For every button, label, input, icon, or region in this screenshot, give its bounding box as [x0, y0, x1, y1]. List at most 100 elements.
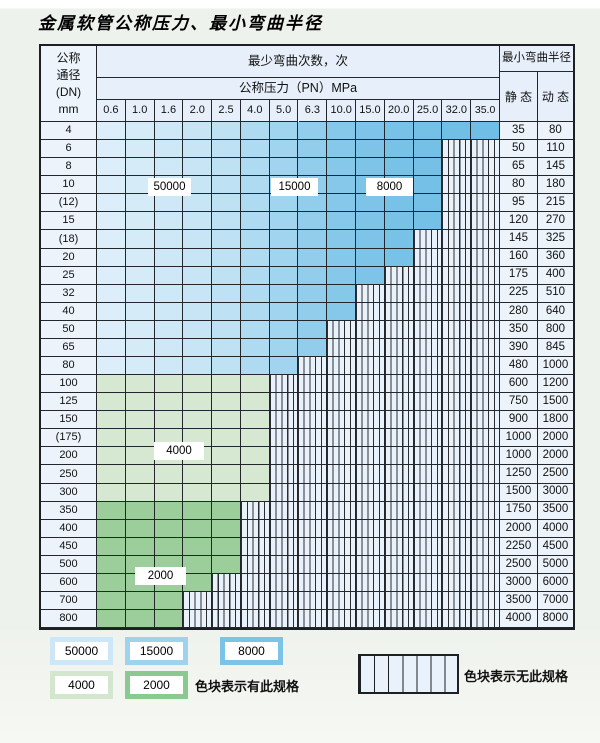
dynamic-radius-cell: 110 — [537, 140, 573, 159]
spec-cell — [356, 122, 385, 141]
no-spec-cell — [298, 375, 328, 394]
pressure-col-header: 2.5 — [212, 100, 241, 122]
spec-cell — [154, 592, 184, 611]
spec-cell — [413, 122, 443, 141]
dynamic-radius-cell: 2000 — [537, 429, 573, 448]
spec-cell — [212, 338, 241, 358]
dynamic-radius-cell: 5000 — [537, 555, 573, 574]
no-spec-cell — [356, 338, 385, 358]
spec-cell — [154, 483, 184, 502]
pressure-col-header: 2.0 — [183, 100, 213, 122]
pressure-col-header: 1.0 — [125, 100, 155, 122]
dynamic-radius-cell: 4500 — [537, 537, 573, 556]
spec-cell — [212, 176, 241, 195]
spec-cell — [97, 320, 126, 339]
dynamic-radius-cell: 640 — [537, 302, 573, 321]
no-spec-cell — [298, 447, 328, 466]
table-row: 350 1750 3500 — [41, 501, 573, 520]
dn-cell: 125 — [41, 393, 97, 412]
static-radius-cell: 1000 — [499, 429, 538, 448]
spec-cell — [240, 122, 270, 141]
spec-cell — [183, 393, 213, 412]
no-spec-cell — [356, 320, 385, 339]
no-spec-cell — [471, 483, 500, 502]
dn-header-line: (DN) — [55, 85, 82, 100]
spec-cell — [183, 501, 213, 520]
dn-cell: 800 — [41, 610, 97, 629]
dn-cell: 25 — [41, 266, 97, 285]
dn-cell: 15 — [41, 212, 97, 231]
spec-cell — [183, 375, 213, 394]
no-spec-cell — [356, 429, 385, 448]
spec-cell — [327, 194, 357, 213]
no-spec-cell — [413, 573, 443, 593]
static-radius-cell: 1500 — [499, 483, 538, 502]
table-row: (175) 1000 2000 — [41, 429, 573, 448]
static-radius-cell: 2250 — [499, 537, 538, 556]
spec-cell — [327, 212, 357, 231]
no-spec-cell — [298, 429, 328, 448]
no-spec-cell — [327, 519, 357, 538]
no-spec-cell — [269, 375, 299, 394]
spec-cell — [125, 302, 155, 321]
no-spec-cell — [442, 158, 472, 177]
no-spec-cell — [356, 483, 385, 502]
spec-cell — [356, 248, 385, 267]
spec-cell — [298, 158, 328, 177]
no-spec-cell — [471, 176, 500, 195]
no-spec-cell — [471, 248, 500, 267]
spec-cell — [356, 266, 385, 285]
no-spec-cell — [384, 610, 414, 629]
spec-cell — [183, 248, 213, 267]
no-spec-cell — [413, 266, 443, 285]
table-row: (12) 95 215 — [41, 194, 573, 213]
static-radius-cell: 95 — [499, 194, 538, 213]
spec-cell — [183, 140, 213, 159]
dn-cell: 32 — [41, 284, 97, 303]
spec-cell — [212, 230, 241, 249]
dn-cell: 400 — [41, 519, 97, 538]
spec-cell — [154, 501, 184, 520]
no-spec-cell — [384, 483, 414, 502]
spec-cell — [269, 320, 299, 339]
dn-cell: 100 — [41, 375, 97, 394]
spec-cell — [413, 212, 443, 231]
spec-cell — [356, 194, 385, 213]
dn-cell: 450 — [41, 537, 97, 556]
table-row: 500 2500 5000 — [41, 555, 573, 574]
dynamic-radius-cell: 360 — [537, 248, 573, 267]
spec-cell — [269, 266, 299, 285]
no-spec-cell — [240, 519, 270, 538]
dn-cell: 6 — [41, 140, 97, 159]
no-spec-cell — [413, 519, 443, 538]
spec-cell — [327, 122, 357, 141]
spec-cell — [183, 537, 213, 556]
no-spec-cell — [269, 592, 299, 611]
no-spec-cell — [269, 610, 299, 629]
no-spec-cell — [356, 537, 385, 556]
spec-cell — [327, 140, 357, 159]
spec-cell — [212, 447, 241, 466]
spec-cell — [183, 230, 213, 249]
dn-cell: 80 — [41, 357, 97, 376]
dn-cell: 300 — [41, 483, 97, 502]
spec-cell — [298, 320, 328, 339]
no-spec-cell — [327, 501, 357, 520]
spec-cell — [97, 483, 126, 502]
no-spec-cell — [327, 393, 357, 412]
no-spec-cell — [442, 519, 472, 538]
no-spec-cell — [471, 465, 500, 484]
no-spec-cell — [413, 483, 443, 502]
dn-header-line: mm — [58, 102, 79, 117]
no-spec-cell — [471, 429, 500, 448]
spec-cell — [125, 230, 155, 249]
no-spec-cell — [384, 393, 414, 412]
no-spec-cell — [298, 573, 328, 593]
no-spec-cell — [442, 266, 472, 285]
no-spec-cell — [413, 411, 443, 430]
spec-cell — [240, 465, 270, 484]
spec-cell — [298, 302, 328, 321]
spec-cell — [125, 357, 155, 376]
spec-cell — [154, 610, 184, 629]
spec-cell — [97, 338, 126, 358]
